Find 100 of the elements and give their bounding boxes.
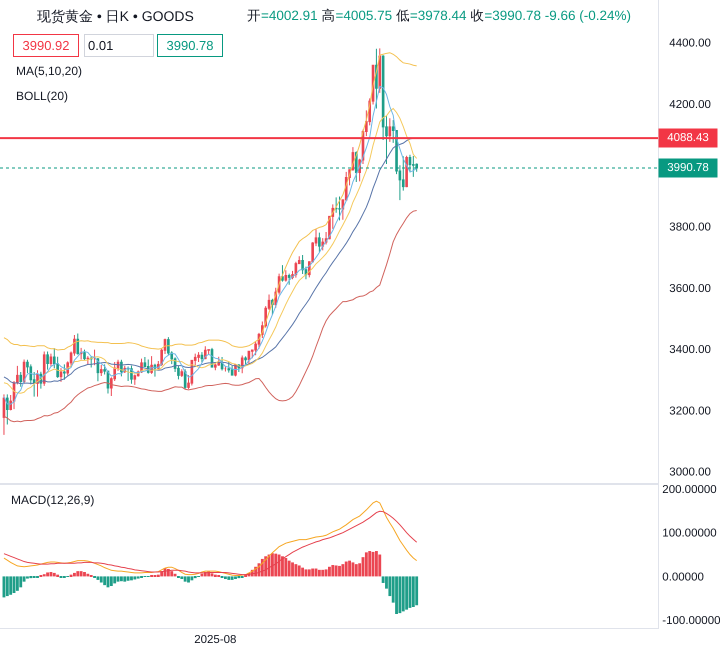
bar xyxy=(398,576,402,614)
y-tick-label: 200.00000 xyxy=(662,484,717,496)
bar xyxy=(372,552,374,576)
bar xyxy=(364,552,368,576)
bar xyxy=(318,570,321,576)
candlestick xyxy=(220,356,224,372)
y-tick-label: 3000.00 xyxy=(669,466,711,479)
bar xyxy=(338,566,341,576)
candlestick xyxy=(126,366,130,382)
bar xyxy=(405,576,408,610)
annotation: 3990.78 xyxy=(166,38,214,53)
y-tick-label: 4400.00 xyxy=(669,38,711,50)
bar xyxy=(224,576,227,580)
bar xyxy=(130,576,133,580)
text: MACD(12,26,9) xyxy=(11,493,94,507)
candlestick xyxy=(86,356,90,366)
bar xyxy=(294,564,298,576)
bar xyxy=(328,566,331,576)
y-tick-label: 3200.00 xyxy=(669,405,711,418)
y-tick-label: 3600.00 xyxy=(669,282,711,295)
text: 现货黄金 • 日K • GOODS xyxy=(37,8,194,24)
candlestick xyxy=(224,365,227,372)
bar xyxy=(291,562,294,576)
candlestick xyxy=(2,394,6,436)
candlestick xyxy=(244,356,247,365)
bar xyxy=(184,576,187,582)
bar xyxy=(133,576,136,580)
bar xyxy=(334,565,338,576)
bar xyxy=(126,576,130,581)
candlestick xyxy=(230,365,234,376)
candlestick xyxy=(63,364,66,380)
candlestick xyxy=(19,372,22,388)
candlestick xyxy=(248,350,250,365)
bar xyxy=(174,574,177,576)
candlestick xyxy=(80,347,82,360)
y-tick-label: -100.00000 xyxy=(662,615,720,628)
bar xyxy=(374,551,378,576)
annotation: 0.01 xyxy=(88,38,114,53)
bar xyxy=(76,571,80,576)
bar xyxy=(120,576,123,582)
candlestick xyxy=(388,118,392,142)
candlestick xyxy=(200,352,204,364)
candlestick xyxy=(375,48,378,109)
y-tick-label: 4200.00 xyxy=(669,98,711,111)
bar xyxy=(234,576,237,580)
line-series xyxy=(3,210,418,422)
candlestick xyxy=(284,270,288,282)
bar xyxy=(86,574,90,576)
candlestick xyxy=(207,348,210,356)
candlestick xyxy=(76,332,80,356)
bar xyxy=(80,571,83,576)
candlestick xyxy=(318,232,321,252)
bar xyxy=(348,560,351,576)
x-tick-label: 2025-08 xyxy=(194,634,236,646)
bar xyxy=(324,569,328,576)
candlestick xyxy=(180,368,184,378)
bar xyxy=(187,576,190,583)
bar xyxy=(9,576,12,595)
y-tick-label: 3400.00 xyxy=(669,344,711,356)
candlestick xyxy=(50,353,52,368)
candlestick xyxy=(288,273,290,286)
candlestick xyxy=(36,370,39,398)
bar xyxy=(110,576,113,586)
bar xyxy=(2,576,6,598)
y-tick-label: 0.00000 xyxy=(662,571,704,584)
bar xyxy=(116,576,120,582)
annotation: BOLL(20) xyxy=(16,89,68,103)
candlestick xyxy=(134,374,136,386)
text: 开=4002.91 高=4005.75 低=3978.44 收=3990.78 -9.66 (-0.24%) xyxy=(247,8,632,23)
bar xyxy=(314,568,318,576)
bar xyxy=(288,560,291,576)
bar xyxy=(106,576,110,588)
annotation: 3990.92 xyxy=(22,38,70,53)
candlestick xyxy=(83,349,86,361)
bar xyxy=(230,576,234,580)
candlestick xyxy=(46,351,49,370)
bar xyxy=(395,576,398,614)
bar xyxy=(12,576,16,594)
bar xyxy=(190,576,194,580)
candlestick xyxy=(412,155,415,178)
candlestick xyxy=(100,364,103,377)
bar xyxy=(304,569,308,576)
bar xyxy=(50,572,52,576)
candlestick xyxy=(227,361,230,374)
bar xyxy=(311,568,314,576)
bar xyxy=(46,572,50,576)
candlestick xyxy=(378,48,382,94)
bar xyxy=(103,576,106,586)
candlestick xyxy=(197,352,200,362)
candlestick xyxy=(6,394,9,425)
candlestick xyxy=(338,196,341,221)
bar xyxy=(301,568,304,576)
bar xyxy=(96,576,100,580)
candlestick xyxy=(60,368,62,382)
y-tick-label: 100.00000 xyxy=(662,528,717,540)
y-tick-label: 3800.00 xyxy=(669,222,711,234)
ref-line-label: 4088.43 xyxy=(667,132,709,144)
candlestick xyxy=(281,264,284,282)
bar xyxy=(73,572,76,576)
bar xyxy=(352,562,354,576)
